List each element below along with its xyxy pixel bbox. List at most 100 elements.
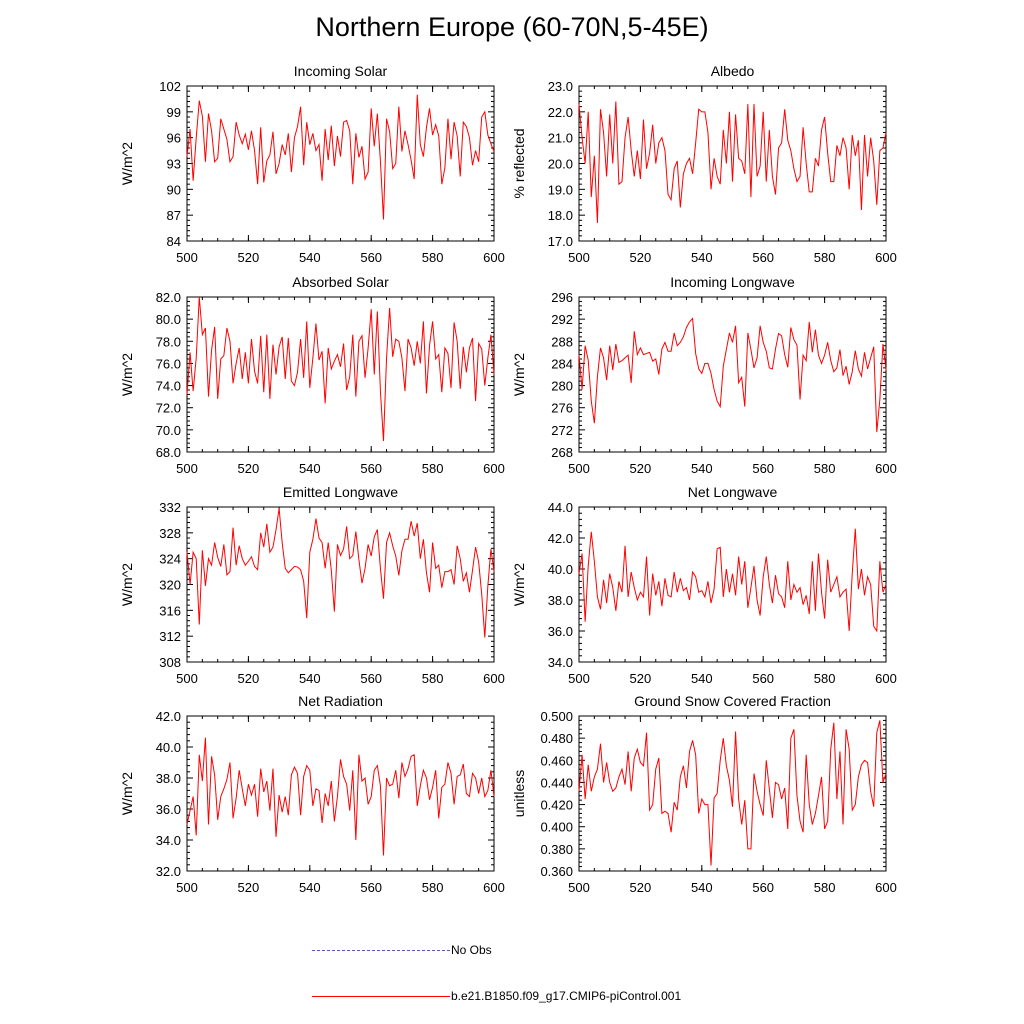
x-tick-label: 600 [483, 250, 505, 265]
x-tick-label: 500 [568, 671, 590, 686]
panel-3: 500 520 540 560 580 600 68.0 70.0 72.0 74.0 76.0 78… [119, 274, 505, 476]
x-tick-label: 520 [238, 880, 260, 895]
panel-4: 500 520 540 560 580 600 268 272 276 280 284 288 292 2… [511, 274, 897, 476]
legend-no-obs-label: No Obs [451, 943, 492, 957]
x-tick-label: 500 [176, 250, 198, 265]
y-tick-label: 23.0 [548, 79, 573, 94]
y-tick-label: 17.0 [548, 234, 573, 249]
x-tick-label: 560 [360, 461, 382, 476]
y-axis-label: % reflected [511, 128, 527, 198]
x-tick-label: 580 [814, 461, 836, 476]
y-axis-label: W/m^2 [119, 772, 135, 815]
x-tick-label: 580 [422, 671, 444, 686]
y-tick-label: 87 [167, 208, 181, 223]
y-tick-label: 0.480 [540, 731, 573, 746]
y-tick-label: 308 [159, 655, 181, 670]
y-tick-label: 99 [167, 105, 181, 120]
panel-1: 500 520 540 560 580 600 84 87 90 93 96 99 102 Incomin… [119, 63, 505, 265]
y-tick-label: 0.400 [540, 820, 573, 835]
x-tick-label: 540 [299, 250, 321, 265]
x-tick-label: 560 [752, 880, 774, 895]
plot-frame [186, 715, 495, 872]
x-tick-label: 600 [875, 461, 897, 476]
y-tick-label: 280 [551, 379, 573, 394]
y-tick-label: 34.0 [548, 655, 573, 670]
data-series-line [578, 528, 887, 633]
y-tick-label: 21.0 [548, 131, 573, 146]
x-tick-label: 500 [568, 250, 590, 265]
data-series-line [186, 296, 495, 441]
x-tick-label: 500 [176, 671, 198, 686]
x-tick-label: 600 [875, 880, 897, 895]
x-tick-label: 540 [299, 671, 321, 686]
y-tick-label: 0.500 [540, 709, 573, 724]
y-tick-label: 272 [551, 423, 573, 438]
panel-8: 500 520 540 560 580 600 0.360 0.380 0.400 0.420 0.… [511, 693, 897, 895]
y-tick-label: 292 [551, 312, 573, 327]
panel-2: 500 520 540 560 580 600 17.0 18.0 19.0 20.0 21.0 22… [511, 63, 897, 265]
plot-frame [578, 715, 887, 872]
y-tick-label: 0.420 [540, 798, 573, 813]
data-series-line [578, 317, 887, 433]
panel-5: 500 520 540 560 580 600 308 312 316 320 324 328 332 E… [119, 484, 505, 686]
y-tick-label: 316 [159, 603, 181, 618]
y-tick-label: 90 [167, 182, 181, 197]
y-tick-label: 20.0 [548, 157, 573, 172]
y-tick-label: 34.0 [156, 833, 181, 848]
y-tick-label: 0.380 [540, 842, 573, 857]
legend-model-run: b.e21.B1850.f09_g17.CMIP6-piControl.001 [312, 987, 772, 1005]
y-tick-label: 324 [159, 552, 181, 567]
panel-title: Net Longwave [688, 484, 778, 500]
x-tick-label: 540 [691, 461, 713, 476]
x-tick-label: 580 [814, 880, 836, 895]
y-tick-label: 332 [159, 500, 181, 515]
y-axis-label: W/m^2 [119, 353, 135, 396]
y-axis-label: W/m^2 [511, 563, 527, 606]
y-tick-label: 36.0 [548, 624, 573, 639]
x-tick-label: 560 [752, 250, 774, 265]
y-tick-label: 312 [159, 629, 181, 644]
x-tick-label: 540 [299, 880, 321, 895]
y-tick-label: 102 [159, 79, 181, 94]
y-tick-label: 328 [159, 526, 181, 541]
x-tick-label: 500 [176, 461, 198, 476]
y-tick-label: 276 [551, 401, 573, 416]
x-tick-label: 560 [360, 880, 382, 895]
main-title: Northern Europe (60-70N,5-45E) [315, 12, 709, 42]
y-tick-label: 80.0 [156, 312, 181, 327]
y-tick-label: 0.360 [540, 864, 573, 879]
y-tick-label: 19.0 [548, 182, 573, 197]
x-tick-label: 540 [691, 880, 713, 895]
data-series-line [186, 508, 495, 638]
y-tick-label: 36.0 [156, 802, 181, 817]
y-tick-label: 82.0 [156, 290, 181, 305]
y-tick-label: 44.0 [548, 500, 573, 515]
x-tick-label: 600 [483, 461, 505, 476]
y-tick-label: 78.0 [156, 334, 181, 349]
x-tick-label: 520 [238, 461, 260, 476]
x-tick-label: 520 [630, 880, 652, 895]
y-tick-label: 93 [167, 157, 181, 172]
plot-frame [186, 85, 495, 242]
legend-no-obs-line [312, 950, 450, 951]
y-tick-label: 0.440 [540, 775, 573, 790]
panel-title: Incoming Solar [294, 63, 388, 79]
data-series-line [578, 101, 887, 223]
panel-title: Net Radiation [298, 693, 383, 709]
x-tick-label: 520 [630, 250, 652, 265]
x-tick-label: 600 [483, 671, 505, 686]
x-tick-label: 580 [422, 880, 444, 895]
y-tick-label: 320 [159, 578, 181, 593]
panel-title: Incoming Longwave [670, 274, 795, 290]
x-tick-label: 560 [360, 250, 382, 265]
y-tick-label: 74.0 [156, 379, 181, 394]
y-tick-label: 40.0 [156, 740, 181, 755]
y-tick-label: 296 [551, 290, 573, 305]
x-tick-label: 580 [814, 671, 836, 686]
x-tick-label: 520 [238, 250, 260, 265]
x-tick-label: 540 [691, 250, 713, 265]
x-tick-label: 500 [568, 880, 590, 895]
y-tick-label: 284 [551, 356, 573, 371]
panel-title: Albedo [711, 63, 755, 79]
